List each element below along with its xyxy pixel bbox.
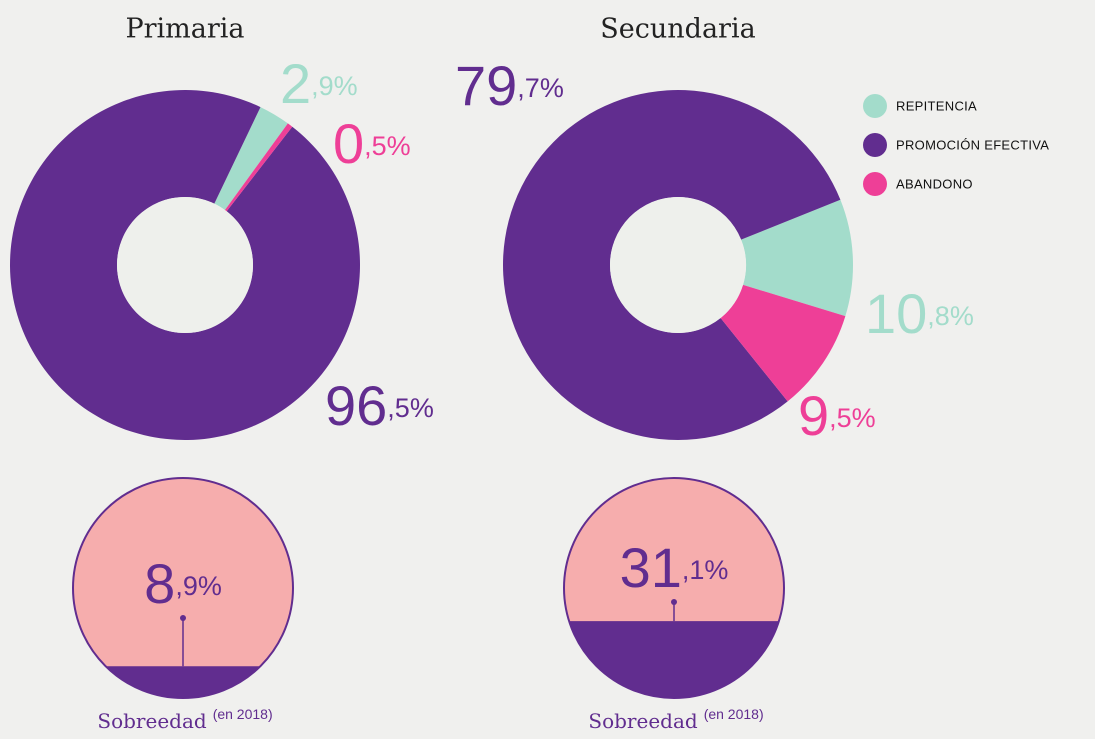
pie-wedge (10, 90, 361, 440)
value-label: 2,9% (280, 52, 358, 115)
legend-swatch (863, 133, 887, 157)
chart-title: Secundaria (600, 14, 755, 45)
pin-dot (180, 615, 186, 621)
legend-label: REPITENCIA (896, 98, 977, 113)
value-label: 31,1% (620, 536, 729, 599)
pin-dot (671, 599, 677, 605)
legend-label: PROMOCIÓN EFECTIVA (896, 137, 1049, 152)
caption: Sobreedad (en 2018) (588, 706, 763, 733)
value-label: 96,5% (325, 374, 434, 437)
fill-circle-bg (73, 478, 293, 698)
caption: Sobreedad (en 2018) (97, 706, 272, 733)
fill-level (569, 621, 779, 698)
donut-hole (117, 197, 253, 333)
caption-title: Sobreedad (97, 709, 207, 733)
caption-title: Sobreedad (588, 709, 698, 733)
value-label: 9,5% (798, 384, 876, 447)
pie-wedge (214, 107, 288, 210)
pie-wedge (741, 199, 854, 317)
pie-wedge (224, 123, 293, 212)
legend-swatch (863, 94, 887, 118)
pie-wedge (720, 284, 846, 402)
value-label: 10,8% (865, 282, 974, 345)
donut-hole (610, 197, 746, 333)
value-label: 79,7% (455, 54, 564, 117)
fill-circle-outline (72, 477, 294, 699)
legend-label: ABANDONO (896, 176, 973, 191)
legend-swatch (863, 172, 887, 196)
caption-note: (en 2018) (704, 706, 764, 722)
value-label: 8,9% (144, 552, 222, 615)
caption-note: (en 2018) (213, 706, 273, 722)
fill-circle-outline (563, 477, 785, 699)
value-label: 0,5% (333, 112, 411, 175)
pie-wedge (502, 90, 841, 441)
chart-title: Primaria (125, 14, 244, 45)
